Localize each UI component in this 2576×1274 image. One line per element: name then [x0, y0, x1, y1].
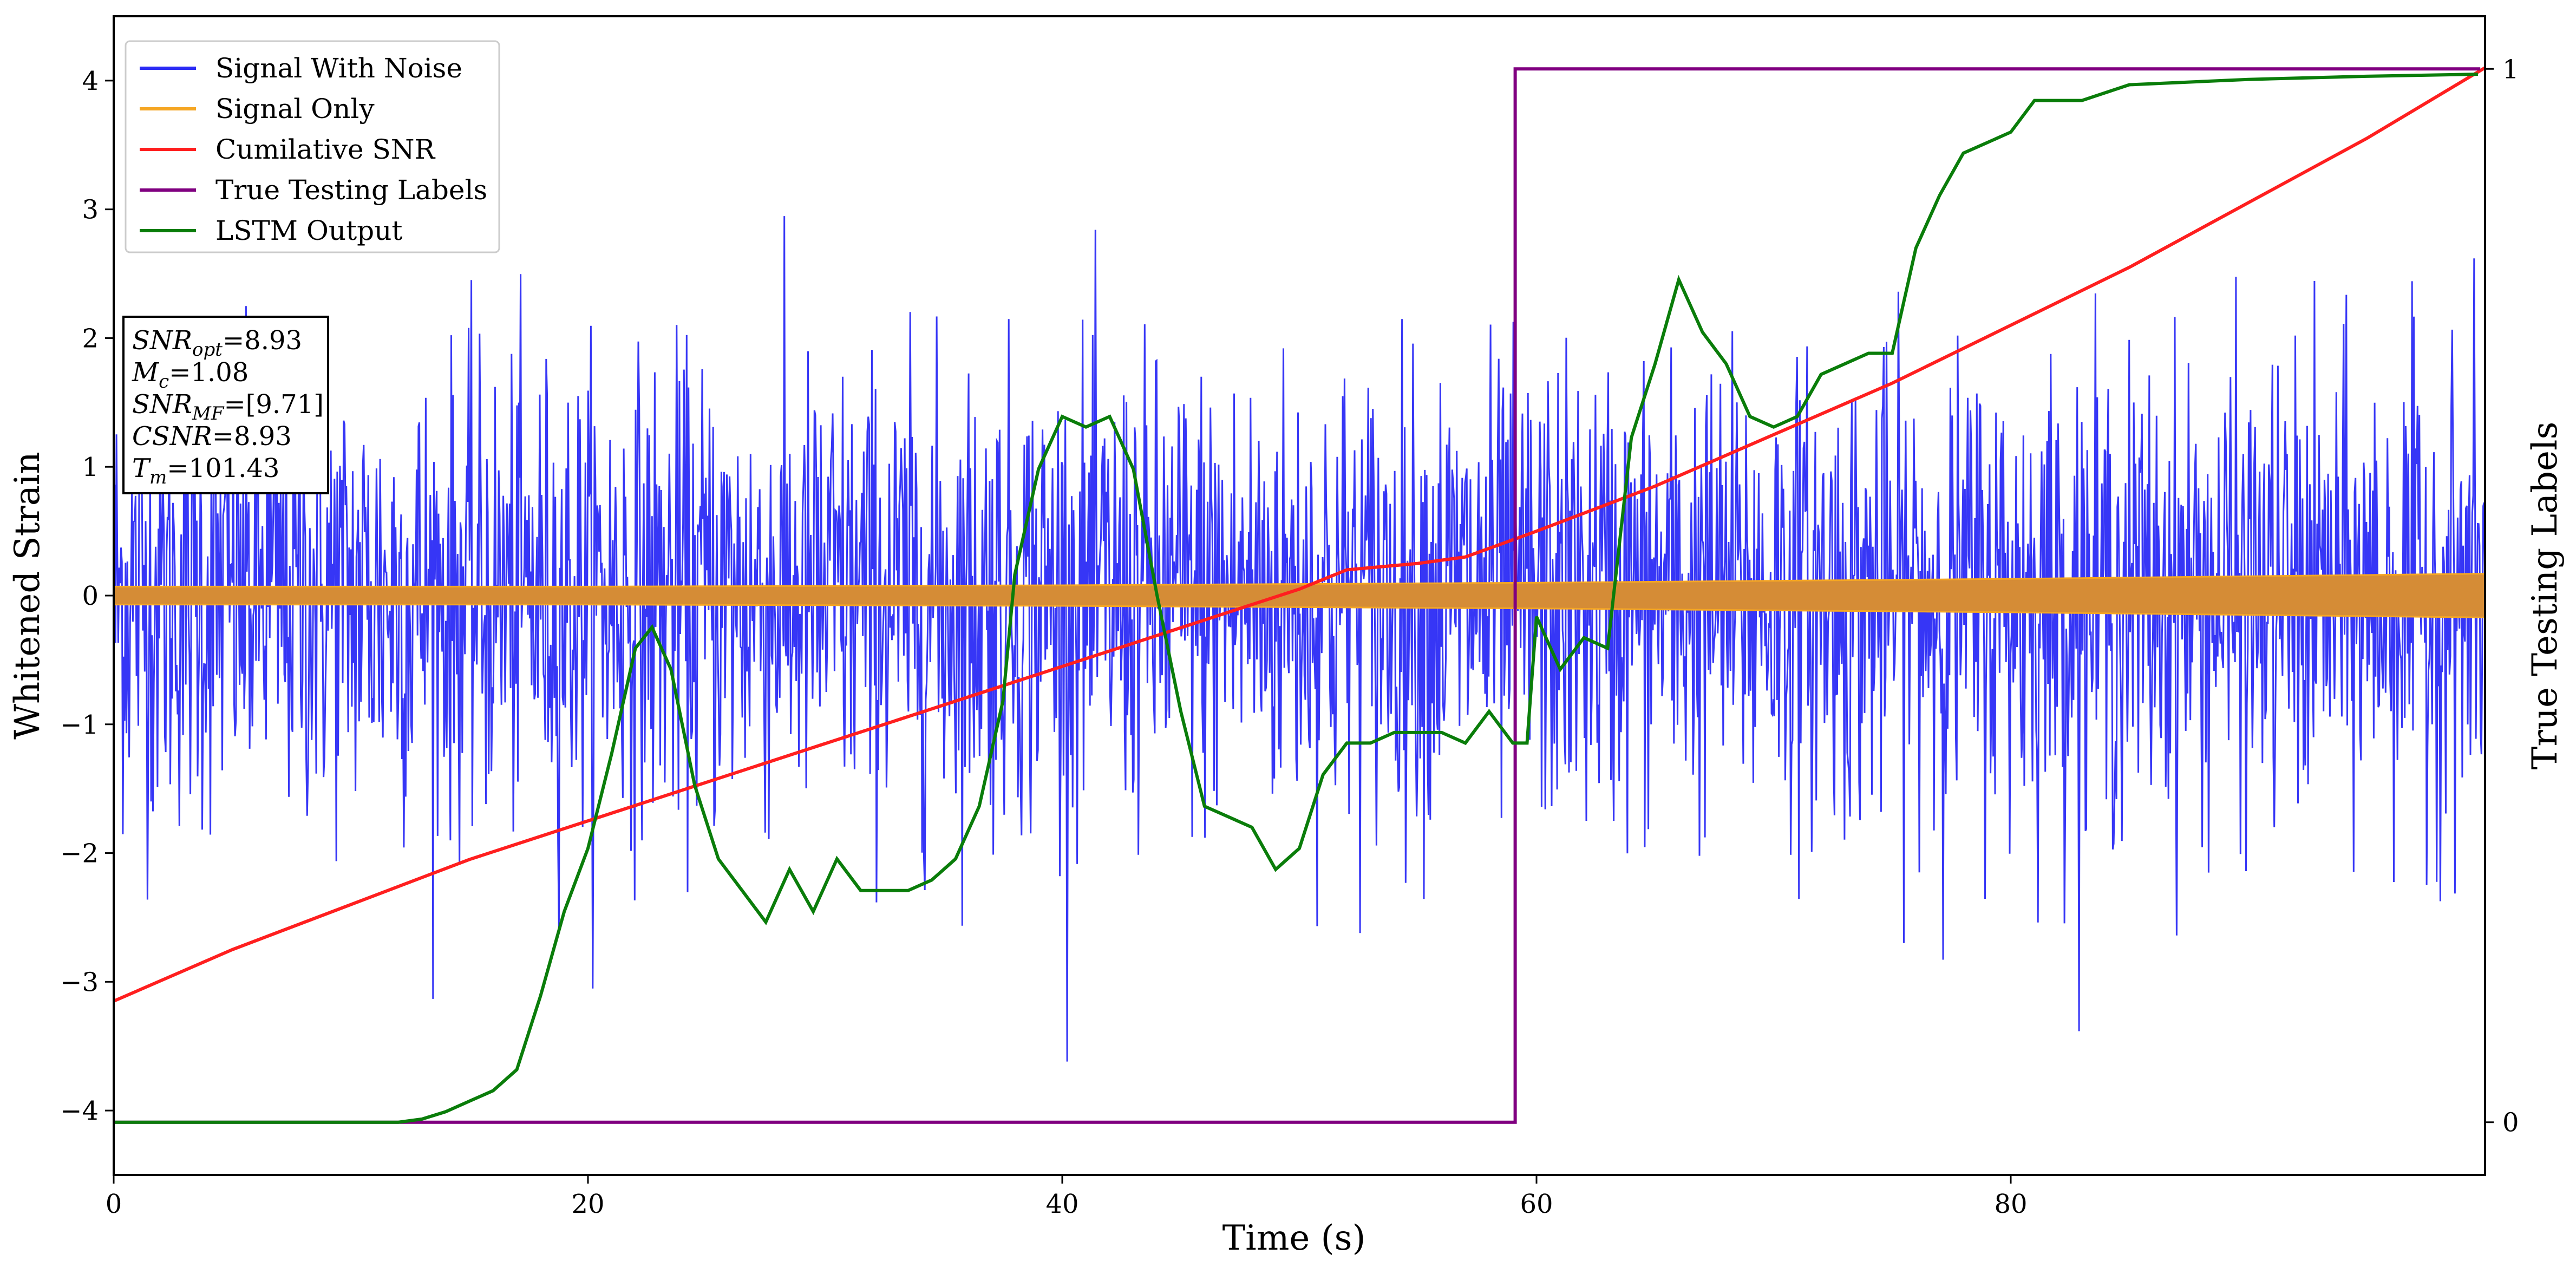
- y-tick-label: −1: [60, 710, 99, 740]
- info-value: =8.93: [223, 325, 302, 356]
- series-signal-with-noise: [114, 216, 2485, 1062]
- legend-item-label: True Testing Labels: [215, 174, 487, 206]
- info-subscript: opt: [192, 339, 223, 361]
- x-tick-label: 20: [571, 1189, 604, 1219]
- series-lstm-output: [114, 73, 2478, 1124]
- y-tick-label: −2: [60, 839, 99, 869]
- info-box-frame: [122, 316, 329, 494]
- info-value: =101.43: [167, 453, 279, 484]
- series-signal-only: [114, 573, 2485, 618]
- y-right-tick-label: 0: [2502, 1108, 2519, 1138]
- x-axis: 0 20 40 60 80: [106, 1175, 2028, 1219]
- x-tick-label: 60: [1520, 1189, 1553, 1219]
- y-tick-label: 2: [82, 323, 99, 354]
- info-label: CSNR: [132, 421, 212, 452]
- legend-box: [125, 40, 500, 253]
- y-axis-right: 01: [2485, 54, 2519, 1138]
- info-label: M: [132, 357, 160, 388]
- series-cumilative-snr: [114, 66, 2485, 1003]
- legend-item-label: Signal Only: [215, 93, 375, 125]
- y-tick-label: 3: [82, 195, 99, 225]
- info-subscript: MF: [192, 403, 225, 424]
- y-axis-label: Whitened Strain: [8, 452, 48, 739]
- x-tick-label: 40: [1045, 1189, 1078, 1219]
- info-box-line: CSNR=8.93: [132, 421, 292, 452]
- y-tick-label: −3: [60, 967, 99, 997]
- y-tick-label: 4: [82, 66, 99, 96]
- info-value: =[9.71]: [224, 389, 324, 420]
- legend-item-label: LSTM Output: [215, 215, 402, 246]
- info-box-line: Tm=101.43: [132, 453, 279, 488]
- legend: Signal With Noise Signal Only Cumilative S…: [125, 40, 500, 253]
- info-box-line: Mc=1.08: [132, 357, 249, 393]
- y-tick-label: −4: [60, 1096, 99, 1126]
- series-layer: [114, 66, 2485, 1124]
- info-subscript: c: [159, 371, 169, 393]
- info-box: SNRopt=8.93Mc=1.08SNRMF=[9.71]CSNR=8.93T…: [122, 316, 329, 494]
- info-box-line: SNRMF=[9.71]: [132, 389, 324, 424]
- y-axis: −4 −3 −2 −1 0 1 2 3 4: [60, 66, 114, 1126]
- x-tick-label: 0: [106, 1189, 122, 1219]
- x-tick-label: 80: [1994, 1189, 2027, 1219]
- info-subscript: m: [149, 467, 167, 488]
- x-axis-label: Time (s): [1222, 1218, 1366, 1258]
- y-axis-right-label: True Testing Labels: [2525, 422, 2565, 770]
- info-label: SNR: [132, 325, 192, 356]
- info-value: =1.08: [169, 357, 249, 388]
- info-label: SNR: [132, 389, 192, 420]
- series-true-testing-labels: [114, 67, 2481, 1124]
- y-tick-label: 1: [82, 452, 99, 482]
- info-value: =8.93: [212, 421, 292, 452]
- info-box-line: SNRopt=8.93: [132, 325, 302, 361]
- legend-item-label: Cumilative SNR: [215, 134, 435, 165]
- info-label: T: [132, 453, 151, 484]
- y-right-tick-label: 1: [2502, 54, 2519, 84]
- legend-item-label: Signal With Noise: [215, 53, 462, 84]
- y-tick-label: 0: [82, 581, 99, 611]
